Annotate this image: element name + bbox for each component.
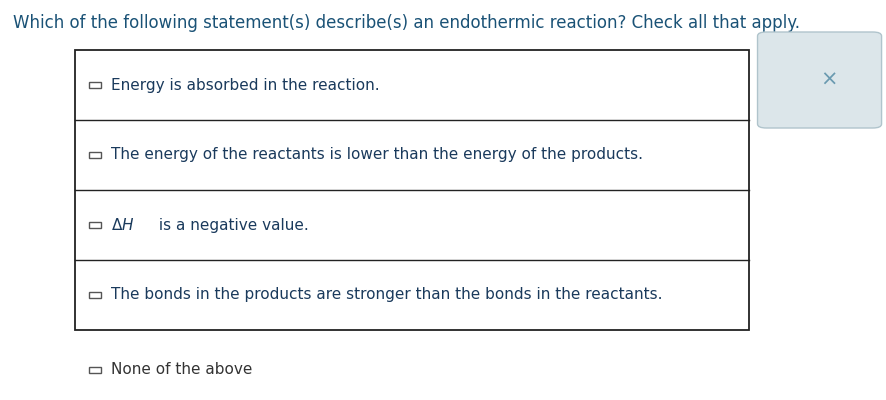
FancyBboxPatch shape <box>758 32 882 128</box>
Bar <box>89 292 101 298</box>
Text: The energy of the reactants is lower than the energy of the products.: The energy of the reactants is lower tha… <box>112 148 643 162</box>
Text: None of the above: None of the above <box>112 362 253 378</box>
Text: ×: × <box>820 70 837 90</box>
Bar <box>75 50 749 330</box>
Text: $\Delta H$: $\Delta H$ <box>112 217 135 233</box>
Bar <box>89 222 101 228</box>
Text: is a negative value.: is a negative value. <box>154 218 308 232</box>
Bar <box>89 367 101 373</box>
Text: Energy is absorbed in the reaction.: Energy is absorbed in the reaction. <box>112 78 380 92</box>
Text: Which of the following statement(s) describe(s) an endothermic reaction? Check a: Which of the following statement(s) desc… <box>13 14 800 32</box>
Text: The bonds in the products are stronger than the bonds in the reactants.: The bonds in the products are stronger t… <box>112 288 663 302</box>
Bar <box>89 82 101 88</box>
Bar <box>89 152 101 158</box>
